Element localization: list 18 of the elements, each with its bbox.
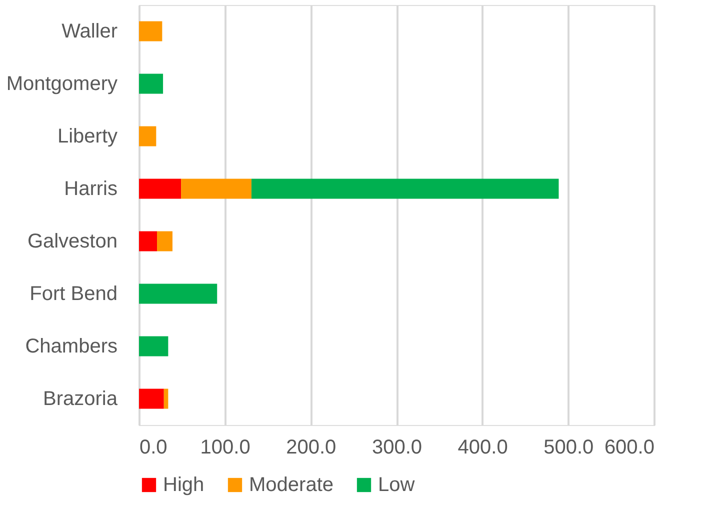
legend-label: Moderate (249, 474, 334, 496)
y-tick-label: Brazoria (43, 388, 118, 410)
legend-label: Low (378, 474, 416, 496)
x-tick-label: 400.0 (458, 436, 508, 458)
x-tick-label: 600.0 (604, 436, 654, 458)
x-tick-label: 200.0 (286, 436, 336, 458)
y-tick-label: Liberty (57, 125, 118, 148)
y-tick-label: Chambers (25, 335, 118, 358)
legend-label: High (163, 474, 204, 496)
y-tick-label: Fort Bend (30, 282, 118, 305)
y-tick-label: Galveston (27, 230, 118, 252)
y-tick-label: Harris (64, 178, 118, 200)
y-tick-label: Waller (62, 20, 118, 42)
x-tick-label: 100.0 (200, 436, 250, 458)
x-tick-label: 0.0 (140, 436, 168, 458)
x-tick-label: 500.0 (544, 436, 594, 458)
x-tick-label: 300.0 (372, 436, 422, 458)
y-tick-label: Montgomery (6, 72, 118, 95)
